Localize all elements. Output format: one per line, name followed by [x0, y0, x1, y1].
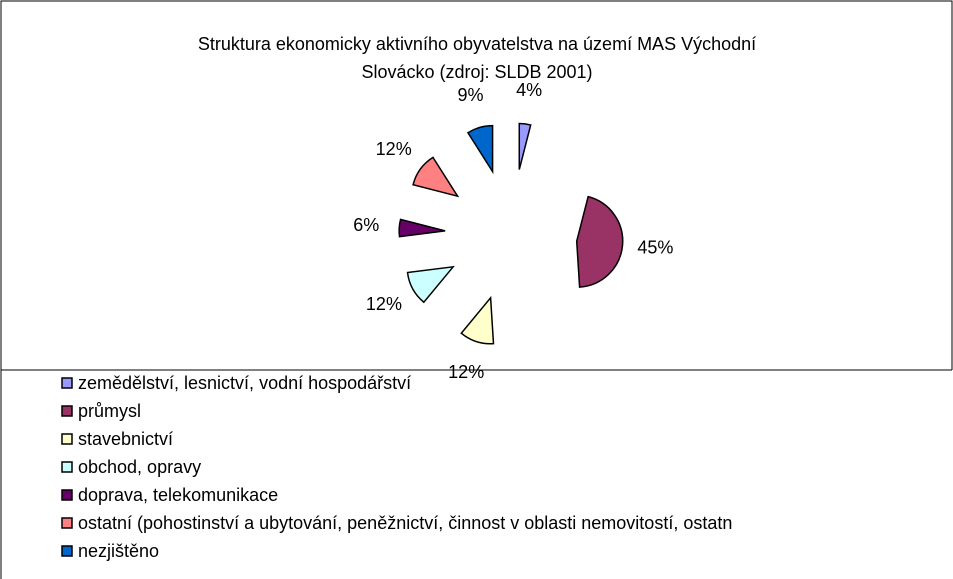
pie-slice — [518, 122, 532, 170]
data-label-value: 45 — [637, 237, 657, 257]
data-label-unit: % — [396, 139, 412, 159]
legend-swatch — [61, 433, 73, 445]
data-label: 9% — [458, 85, 484, 105]
legend-swatch — [61, 489, 73, 501]
legend-swatch — [61, 377, 73, 389]
legend-label: průmysl — [78, 401, 141, 421]
chart-title: Slovácko (zdroj: SLDB 2001) — [361, 62, 592, 82]
data-label: 4% — [516, 80, 542, 100]
legend-label: stavebnictví — [78, 429, 173, 449]
legend: zemědělství, lesnictví, vodní hospodářst… — [61, 373, 732, 561]
pie-slice — [466, 124, 494, 175]
data-label: 12% — [366, 294, 402, 314]
legend-label: ostatní (pohostinství a ubytování, peněž… — [78, 513, 732, 533]
pie-slice — [412, 156, 460, 198]
data-label-unit: % — [468, 362, 484, 382]
legend-swatch — [61, 405, 73, 417]
pie-slice — [406, 265, 455, 304]
data-label-unit: % — [657, 237, 673, 257]
data-label-unit: % — [526, 80, 542, 100]
legend-label: obchod, opravy — [78, 457, 201, 477]
legend-label: zemědělství, lesnictví, vodní hospodářst… — [78, 373, 411, 393]
legend-swatch — [61, 545, 73, 557]
data-label: 12% — [376, 139, 412, 159]
data-label: 45% — [637, 237, 673, 257]
pie-slice — [575, 195, 624, 288]
data-label-value: 6 — [353, 215, 363, 235]
legend-swatch — [61, 461, 73, 473]
pie-slice — [398, 218, 446, 238]
pie-slice — [460, 295, 495, 345]
legend-label: doprava, telekomunikace — [78, 485, 278, 505]
data-label-unit: % — [386, 294, 402, 314]
data-label-value: 9 — [458, 85, 468, 105]
chart-title: Struktura ekonomicky aktivního obyvatels… — [198, 34, 756, 54]
data-label: 6% — [353, 215, 379, 235]
data-label-value: 4 — [516, 80, 526, 100]
data-label-unit: % — [468, 85, 484, 105]
data-label-value: 12 — [376, 139, 396, 159]
data-label-unit: % — [363, 215, 379, 235]
legend-label: nezjištěno — [78, 541, 159, 561]
legend-swatch — [61, 517, 73, 529]
data-label-value: 12 — [448, 362, 468, 382]
data-label-value: 12 — [366, 294, 386, 314]
data-label: 12% — [448, 362, 484, 382]
